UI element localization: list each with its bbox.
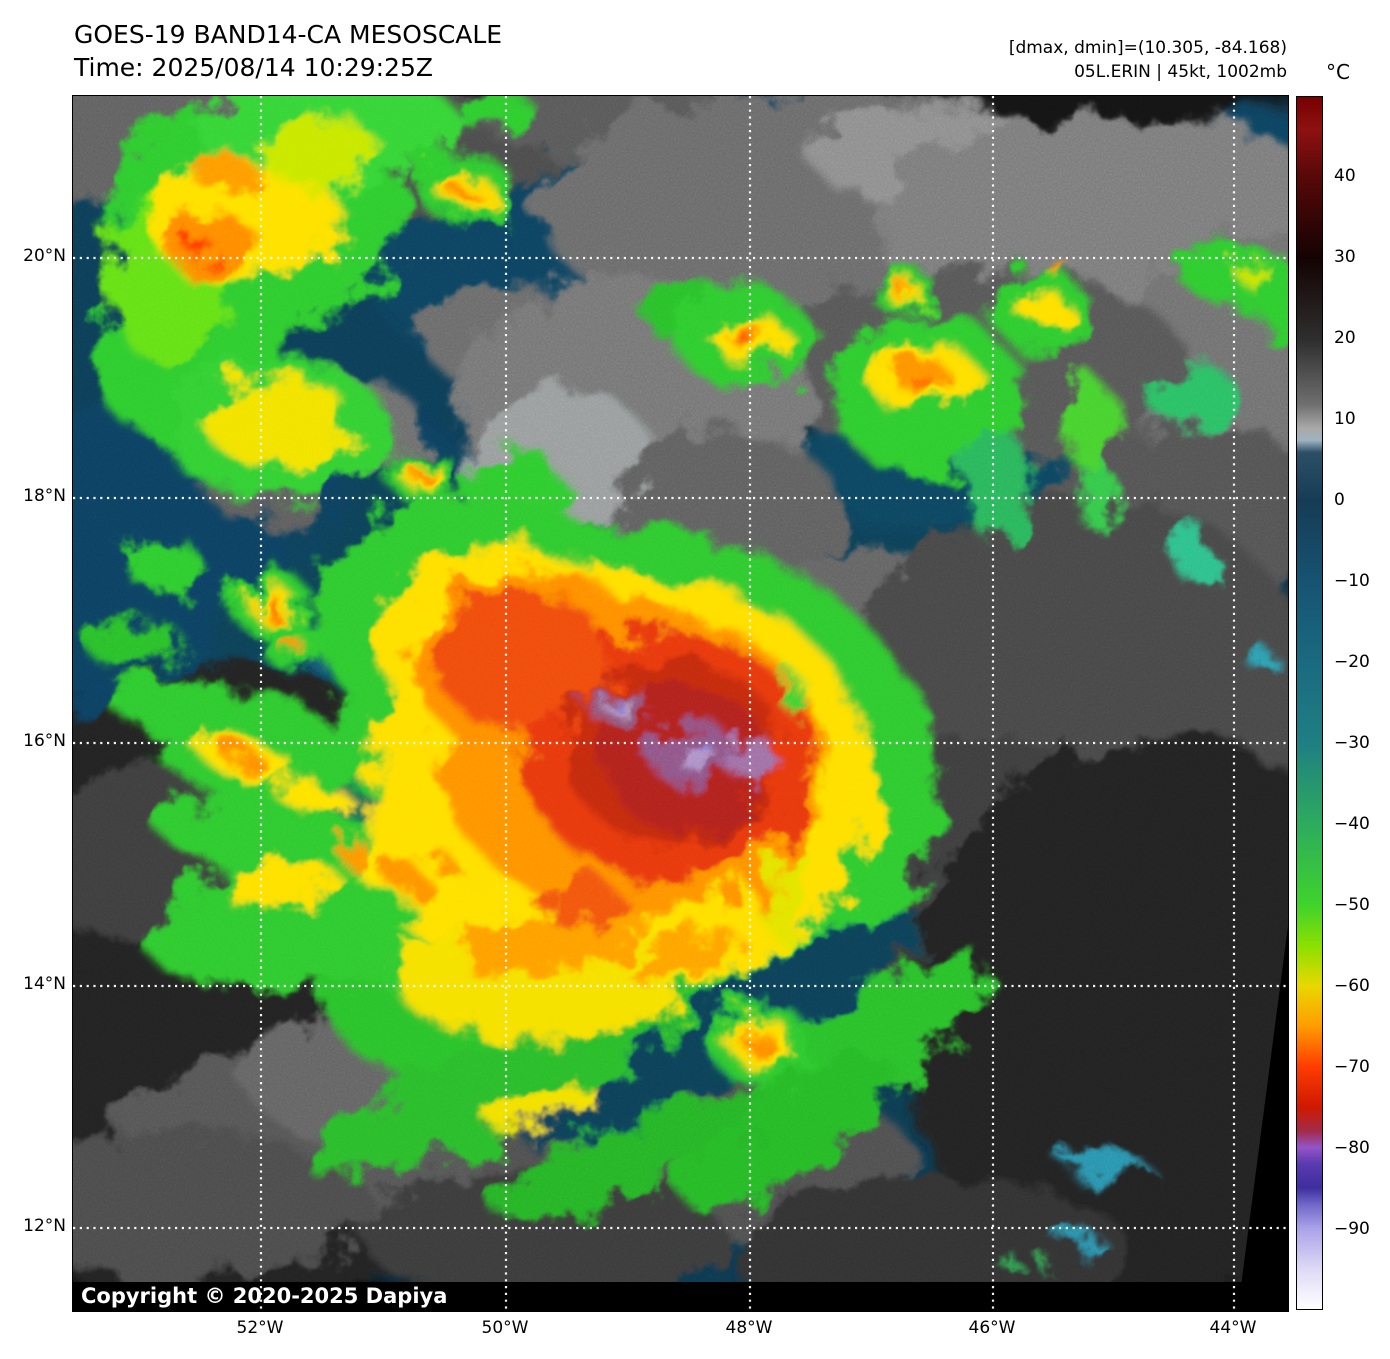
colorbar-gradient: [1296, 96, 1323, 1310]
cbar-tick-0: 0: [1334, 490, 1345, 510]
cbar-tick-20: 20: [1334, 328, 1356, 348]
lat-tick-20n: 20°N: [23, 246, 66, 266]
timestamp: Time: 2025/08/14 10:29:25Z: [74, 53, 433, 82]
colorbar-unit-label: °C: [1326, 60, 1350, 84]
copyright-text: Copyright © 2020-2025 Dapiya: [81, 1284, 448, 1308]
cbar-tick-30: 30: [1334, 247, 1356, 267]
cbar-tick-10: 10: [1334, 409, 1356, 429]
title-block: GOES-19 BAND14-CA MESOSCALE Time: 2025/0…: [74, 18, 502, 84]
cbar-tick-40: 40: [1334, 166, 1356, 186]
lat-tick-18n: 18°N: [23, 486, 66, 506]
page-title: GOES-19 BAND14-CA MESOSCALE: [74, 20, 503, 49]
dmax-dmin-annotation: [dmax, dmin]=(10.305, -84.168): [1008, 38, 1287, 58]
cbar-tick-m30: −30: [1334, 733, 1370, 753]
map-panel: Copyright © 2020-2025 Dapiya: [72, 95, 1289, 1312]
lat-tick-16n: 16°N: [23, 731, 66, 751]
lat-tick-12n: 12°N: [23, 1216, 66, 1236]
grain-overlay: [73, 96, 1288, 1311]
cbar-tick-m50: −50: [1334, 895, 1370, 915]
annotation-block: [dmax, dmin]=(10.305, -84.168) 05L.ERIN …: [1009, 36, 1287, 84]
lon-tick-44w: 44°W: [1209, 1318, 1257, 1338]
lat-tick-14n: 14°N: [23, 974, 66, 994]
cbar-tick-m40: −40: [1334, 814, 1370, 834]
lon-tick-46w: 46°W: [968, 1318, 1016, 1338]
cbar-tick-m10: −10: [1334, 571, 1370, 591]
storm-annotation: 05L.ERIN | 45kt, 1002mb: [1074, 62, 1287, 82]
cbar-tick-m80: −80: [1334, 1138, 1370, 1158]
cbar-tick-m20: −20: [1334, 652, 1370, 672]
scan-edge: [73, 926, 1288, 1311]
lon-tick-50w: 50°W: [481, 1318, 529, 1338]
lon-tick-52w: 52°W: [236, 1318, 284, 1338]
cbar-tick-m90: −90: [1334, 1219, 1370, 1239]
cbar-tick-m70: −70: [1334, 1057, 1370, 1077]
satellite-imagery: [73, 96, 1288, 1311]
lon-tick-48w: 48°W: [725, 1318, 773, 1338]
cbar-tick-m60: −60: [1334, 976, 1370, 996]
